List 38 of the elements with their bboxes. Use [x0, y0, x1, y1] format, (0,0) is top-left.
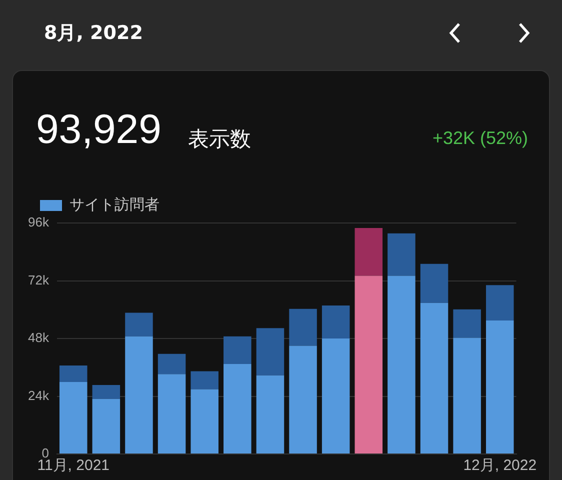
bar: [322, 338, 350, 454]
bar: [354, 228, 383, 276]
bar: [158, 354, 186, 374]
bar: [486, 285, 514, 320]
bar: [388, 276, 416, 454]
bar: [59, 365, 88, 382]
bar: [158, 374, 186, 454]
bar: [224, 336, 252, 364]
bar: [256, 328, 284, 376]
legend-label: サイト訪問者: [70, 196, 160, 214]
bar: [420, 264, 448, 303]
bar: [322, 306, 350, 338]
bar: [420, 302, 448, 454]
bar: [59, 382, 88, 454]
bar: [289, 308, 317, 346]
bar: [388, 233, 416, 276]
text: 表示数: [188, 126, 251, 153]
x-tick-label: 12月, 2022: [463, 457, 537, 474]
bar: [453, 309, 481, 338]
bar: [92, 398, 120, 454]
text: 93,929: [36, 106, 162, 153]
bar: [224, 364, 252, 454]
y-tick-label: 24k: [28, 388, 50, 403]
y-tick-label: 48k: [28, 330, 50, 346]
chart-title: 8月, 2022: [44, 21, 143, 46]
bar: [289, 346, 317, 454]
bar: [256, 375, 284, 454]
text: +32K (52%): [432, 128, 528, 149]
bar: [92, 384, 120, 399]
bar: [453, 338, 481, 454]
bar: [354, 276, 383, 454]
bar: [190, 371, 218, 390]
bar: [125, 336, 153, 454]
bar: [486, 320, 514, 454]
y-tick-label: 72k: [28, 272, 50, 288]
bar: [125, 312, 153, 336]
bar: [190, 389, 218, 454]
y-tick-label: 96k: [28, 214, 50, 230]
